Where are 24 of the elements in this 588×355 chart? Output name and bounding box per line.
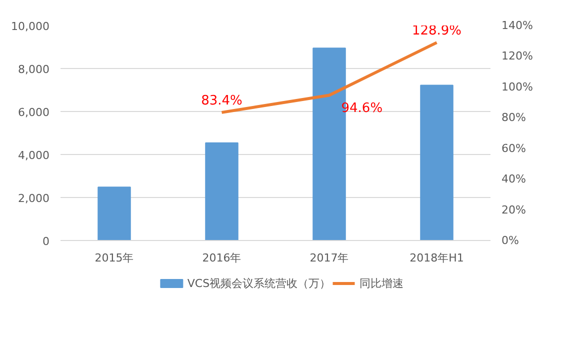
y-tick-label: 0	[42, 235, 50, 248]
bar	[420, 84, 454, 240]
x-tick-label: 2017年	[310, 252, 349, 264]
data-label: 83.4%	[201, 93, 242, 108]
y-tick-label: 4,000	[18, 149, 50, 162]
legend-label: VCS视频会议系统营收（万）	[187, 277, 331, 290]
y-tick-label: 2,000	[18, 192, 50, 205]
y-tick-label: 10,000	[11, 20, 50, 33]
y-tick-label: 8,000	[18, 63, 50, 76]
bar	[98, 186, 131, 240]
bar	[205, 142, 238, 240]
y2-tick-label: 60%	[502, 142, 526, 155]
y2-tick-label: 40%	[502, 172, 526, 186]
y2-tick-label: 120%	[502, 50, 533, 63]
y2-tick-label: 140%	[502, 19, 533, 32]
x-tick-label: 2018年H1	[410, 252, 464, 264]
y2-tick-label: 80%	[502, 111, 526, 124]
legend-label: 同比增速	[359, 277, 404, 290]
y-tick-label: 6,000	[18, 106, 50, 119]
y2-tick-label: 0%	[502, 234, 519, 247]
x-tick-label: 2015年	[94, 252, 134, 264]
x-tick-label: 2016年	[202, 252, 242, 264]
y2-tick-label: 20%	[502, 203, 526, 216]
y2-tick-label: 100%	[502, 80, 533, 94]
